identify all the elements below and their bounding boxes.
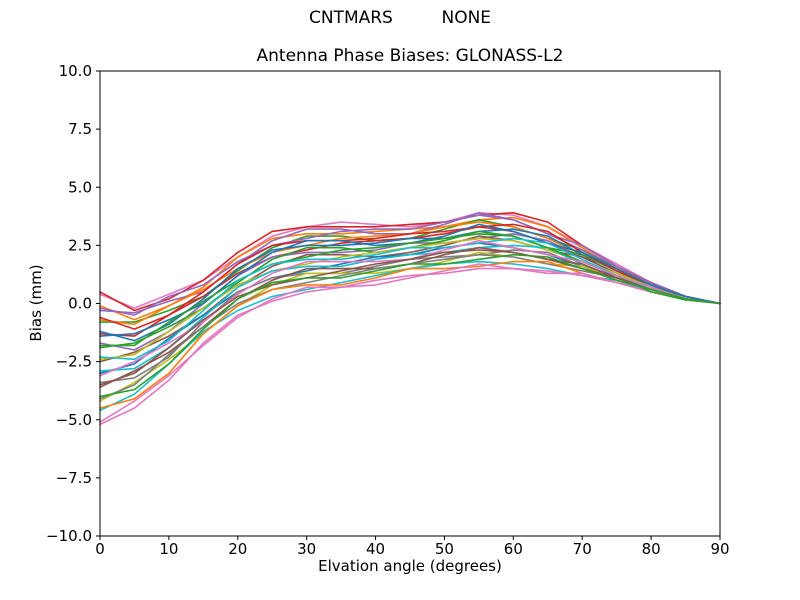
x-tick-label: 60	[504, 540, 523, 558]
x-tick-label: 0	[95, 540, 105, 558]
figure-suptitle: CNTMARS NONE	[308, 8, 492, 28]
x-axis-label: Elvation angle (degrees)	[318, 557, 502, 575]
series-line-29	[99, 249, 721, 386]
x-tick-label: 90	[710, 540, 729, 558]
series-line-16	[99, 230, 721, 349]
series-line-13	[99, 212, 721, 314]
x-tick-label: 80	[642, 540, 661, 558]
x-tick-label: 40	[366, 540, 385, 558]
y-tick-label: −5.0	[56, 411, 92, 429]
x-tick-label: 10	[159, 540, 178, 558]
series-line-23	[99, 214, 721, 316]
series-line-30	[99, 253, 721, 398]
x-tick-label: 20	[228, 540, 247, 558]
series-lines	[99, 212, 721, 426]
plot-title: Antenna Phase Biases: GLONASS-L2	[256, 46, 564, 66]
y-tick-label: −10.0	[46, 527, 92, 545]
y-tick-label: 7.5	[68, 120, 92, 138]
x-axis-ticks: 0 10 20 30 40 50 60 70 80 90	[95, 536, 730, 558]
x-tick-label: 70	[573, 540, 592, 558]
x-tick-label: 30	[297, 540, 316, 558]
y-tick-label: 10.0	[59, 62, 92, 80]
y-axis-label: Bias (mm)	[27, 264, 45, 342]
y-tick-label: −2.5	[56, 353, 92, 371]
series-line-24	[99, 223, 721, 330]
series-line-22	[99, 263, 721, 423]
y-tick-label: −7.5	[56, 469, 92, 487]
x-tick-label: 50	[435, 540, 454, 558]
axes-frame	[99, 70, 721, 537]
y-tick-label: 5.0	[68, 178, 92, 196]
y-tick-label: 0.0	[68, 295, 92, 313]
y-tick-label: 2.5	[68, 236, 92, 254]
y-axis-ticks: 10.0 7.5 5.0 2.5 0.0 −2.5 −5.0 −7.5 −10.0	[46, 62, 100, 545]
